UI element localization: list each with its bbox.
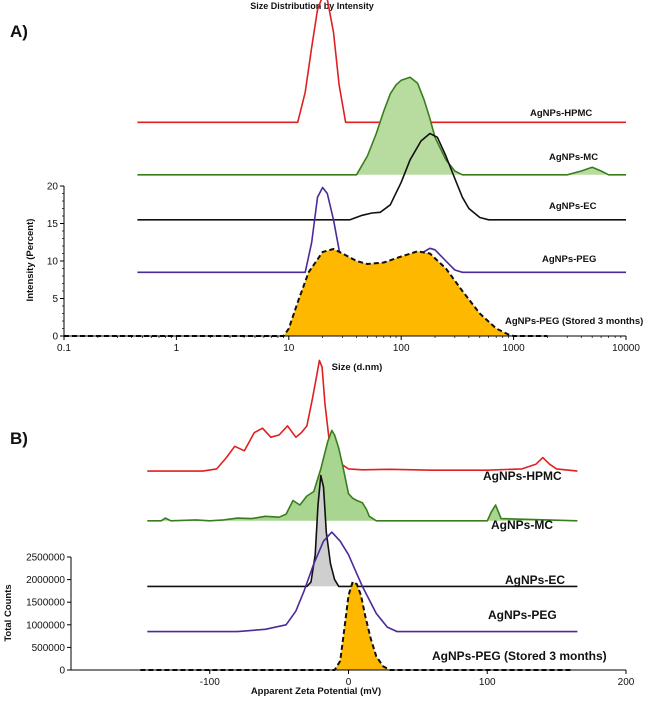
y-tick-label-a: 20 (47, 182, 59, 193)
panel-a-label: A) (10, 22, 28, 41)
series-label-a-peg-stored: AgNPs-PEG (Stored 3 months) (505, 316, 643, 327)
x-tick-label-b: 100 (479, 677, 496, 688)
series-line-b-peg (147, 531, 578, 633)
y-tick-label-a: 10 (47, 257, 59, 268)
y-tick-label-b: 2000000 (26, 575, 65, 586)
y-tick-label-b: 2500000 (26, 553, 65, 564)
x-tick-label-a: 100 (393, 343, 410, 354)
series-line-a-ec (137, 132, 626, 221)
x-tick-label-b: 200 (618, 677, 635, 688)
series-label-b-peg: AgNPs-PEG (488, 608, 557, 622)
panel-b-axes: 0 500000 1000000 1500000 2000000 2500000 -100 0… (26, 553, 635, 689)
y-tick-label-b: 500000 (32, 643, 66, 654)
panel-b-series (140, 359, 578, 671)
y-tick-label-a: 0 (52, 332, 58, 343)
panel-a-series (64, 0, 626, 337)
series-label-b-peg-stored: AgNPs-PEG (Stored 3 months) (432, 649, 607, 663)
x-tick-label-b: 0 (346, 677, 352, 688)
series-label-b-hpmc: AgNPs-HPMC (483, 469, 562, 483)
y-tick-label-b: 1500000 (26, 598, 65, 609)
series-line-b-hpmc (147, 359, 578, 472)
x-tick-label-a: 0.1 (57, 343, 71, 354)
panel-a-title: Size Distribution by Intensity (250, 1, 374, 11)
panel-a-xlabel: Size (d.nm) (332, 362, 383, 373)
series-line-b-ec (147, 474, 578, 588)
x-tick-label-b: -100 (200, 677, 220, 688)
y-tick-label-a: 15 (47, 219, 59, 230)
series-label-a-hpmc: AgNPs-HPMC (530, 108, 592, 119)
series-label-a-ec: AgNPs-EC (549, 201, 597, 212)
series-label-a-mc: AgNPs-MC (549, 152, 598, 163)
series-fill-b-peg-stored (140, 581, 571, 670)
x-tick-label-a: 1000 (502, 343, 525, 354)
series-fill-a-peg-stored (64, 249, 548, 336)
series-line-a-peg-stored (64, 248, 548, 337)
x-tick-label-a: 1 (174, 343, 180, 354)
y-tick-label-b: 0 (59, 666, 65, 677)
panel-b-ylabel: Total Counts (3, 584, 14, 641)
y-tick-label-a: 5 (52, 294, 58, 305)
series-fill-a-mc (137, 77, 626, 175)
series-line-b-peg-stored (140, 580, 571, 671)
panel-a: A) Size Distribution by Intensity 0 5 10 15… (10, 0, 643, 373)
series-label-b-ec: AgNPs-EC (505, 573, 565, 587)
panel-b-label: B) (10, 429, 28, 448)
panel-b: B) 0 500000 1000000 1500000 2000000 2500000 -1… (3, 359, 635, 697)
panel-b-series-labels: AgNPs-HPMC AgNPs-MC AgNPs-EC AgNPs-PEG A… (432, 469, 607, 663)
panel-a-series-labels: AgNPs-HPMC AgNPs-MC AgNPs-EC AgNPs-PEG A… (505, 108, 643, 327)
panel-a-axes: 0 5 10 15 20 0.1 1 10 100 1000 10000 (47, 182, 640, 355)
series-line-a-hpmc (137, 0, 626, 124)
x-tick-label-a: 10 (283, 343, 295, 354)
series-label-b-mc: AgNPs-MC (491, 518, 553, 532)
series-line-a-mc (137, 76, 626, 176)
x-tick-label-a: 10000 (612, 343, 640, 354)
panel-a-ylabel: Intensity (Percent) (25, 219, 36, 302)
series-line-b-mc (147, 429, 578, 522)
panel-b-xlabel: Apparent Zeta Potential (mV) (251, 686, 381, 697)
y-tick-label-b: 1000000 (26, 620, 65, 631)
series-label-a-peg: AgNPs-PEG (542, 254, 596, 265)
